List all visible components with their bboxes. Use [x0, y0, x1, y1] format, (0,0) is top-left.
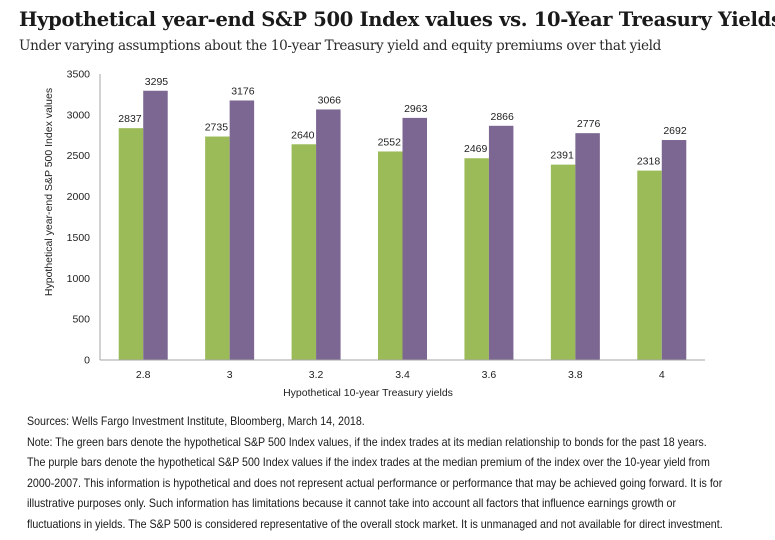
chart-subtitle: Under varying assumptions about the 10-y… [19, 38, 662, 54]
purple-bar-value-label: 3176 [231, 85, 255, 97]
purple-bar-value-label: 2692 [663, 125, 687, 137]
x-tick-label: 2.8 [136, 369, 151, 381]
green-bar-value-label: 2735 [205, 122, 229, 134]
disclaimer-line-2: illustrative purposes only. Such informa… [27, 497, 677, 510]
green-bar-value-label: 2837 [118, 113, 142, 125]
green-bar-value-label: 2640 [291, 129, 315, 141]
green-bar-value-label: 2552 [378, 136, 402, 148]
purple-bar [488, 125, 514, 360]
purple-bar [661, 140, 687, 360]
x-tick-label: 3 [227, 369, 233, 381]
x-tick-label: 3.4 [395, 369, 410, 381]
green-bars-note: Note: The green bars denote the hypothet… [27, 435, 707, 449]
disclaimer-line-3: fluctuations in yields. The S&P 500 is c… [27, 517, 723, 531]
bar-chart: 0 500 1000 1500 2000 2500 3000 3500 2837 3295 273… [43, 69, 705, 399]
green-bar [550, 164, 576, 360]
sources-note: Sources: Wells Fargo Investment Institut… [27, 415, 365, 428]
y-tick-label: 3500 [67, 69, 91, 81]
y-tick-label: 1500 [67, 232, 91, 244]
green-bar [118, 128, 144, 360]
x-axis-label: Hypothetical 10-year Treasury yields [283, 387, 453, 399]
y-axis-label: Hypothetical year-end S&P 500 Index valu… [43, 88, 55, 296]
purple-bar [316, 109, 341, 361]
x-axis-ticks: 2.8 3 3.2 3.4 3.6 3.8 4 [136, 369, 665, 381]
y-tick-label: 2500 [67, 150, 91, 162]
y-tick-label: 1000 [67, 273, 91, 285]
x-tick-label: 3.6 [482, 369, 497, 381]
green-bar-value-label: 2469 [464, 143, 488, 155]
green-bar [637, 170, 662, 360]
green-bar [378, 151, 403, 360]
purple-bar-value-label: 2776 [577, 118, 601, 130]
green-bar-value-label: 2391 [550, 150, 574, 162]
footnotes: Sources: Wells Fargo Investment Institut… [27, 412, 723, 535]
bars: 2837 3295 2735 3176 2640 3066 2552 2963 2469 2866… [118, 76, 687, 361]
purple-bar [229, 100, 255, 360]
x-tick-label: 3.8 [568, 369, 583, 381]
green-bar [291, 144, 317, 360]
purple-bars-note: The purple bars denote the hypothetical … [27, 456, 710, 469]
green-bar [205, 136, 230, 360]
purple-bar-value-label: 3295 [145, 76, 169, 88]
purple-bar-value-label: 2866 [490, 111, 514, 123]
disclaimer-line-1: 2000-2007. This information is hypotheti… [27, 476, 723, 490]
green-bar [464, 158, 489, 360]
purple-bar-value-label: 2963 [404, 103, 428, 115]
y-tick-label: 3000 [67, 109, 91, 121]
chart-title: Hypothetical year-end S&P 500 Index valu… [19, 8, 775, 31]
x-tick-label: 3.2 [309, 369, 324, 381]
green-bar-value-label: 2318 [637, 156, 661, 168]
purple-bar-value-label: 3066 [318, 94, 342, 106]
y-tick-label: 0 [84, 355, 90, 367]
purple-bar [143, 90, 168, 360]
y-tick-label: 2000 [67, 191, 91, 203]
purple-bar [575, 133, 600, 360]
purple-bar [402, 117, 427, 360]
x-tick-label: 4 [659, 369, 665, 381]
y-axis-ticks: 0 500 1000 1500 2000 2500 3000 3500 [67, 69, 91, 367]
y-tick-label: 500 [72, 314, 90, 326]
